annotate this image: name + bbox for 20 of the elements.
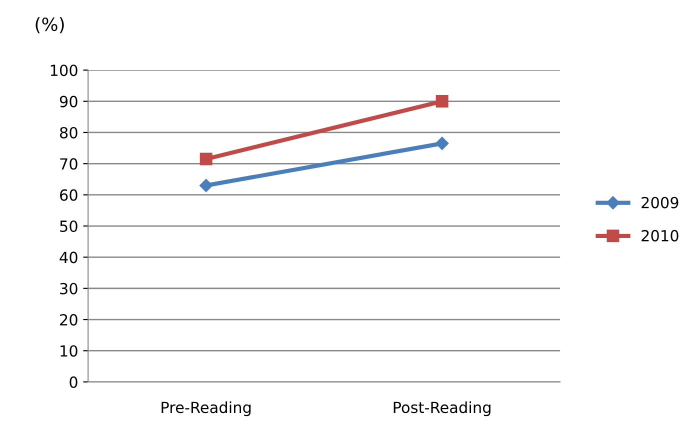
- y-tick-label: 60: [60, 189, 78, 201]
- x-tick-label: Post-Reading: [394, 401, 490, 416]
- legend-label: 2009: [642, 196, 678, 208]
- x-tick-label: Pre-Reading: [162, 401, 251, 416]
- y-tick-label: 50: [60, 220, 78, 232]
- y-tick-label: 70: [60, 158, 78, 170]
- y-tick-label: 40: [60, 252, 78, 264]
- point: [436, 95, 448, 108]
- point: [200, 152, 212, 166]
- y-tick-label: 100: [50, 64, 78, 76]
- y-tick-label: 30: [60, 282, 78, 294]
- y-tick-label: 10: [60, 345, 78, 357]
- y-axis-title: (%): [36, 17, 64, 34]
- y-tick-label: 80: [60, 126, 78, 138]
- point: [435, 136, 449, 150]
- y-tick-label: 90: [60, 96, 78, 108]
- y-tick-label: 20: [60, 314, 78, 326]
- y-tick-label: 0: [70, 376, 78, 388]
- point: [200, 178, 213, 192]
- legend-label: 2010: [642, 230, 678, 242]
